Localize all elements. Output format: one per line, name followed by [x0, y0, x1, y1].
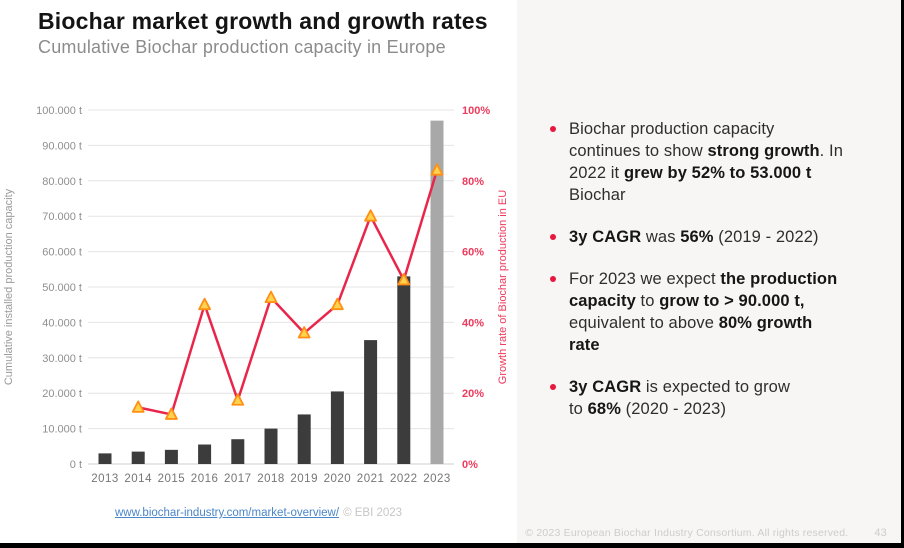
right-axis-tick: 80%: [462, 176, 484, 188]
x-axis-label-2016: 2016: [191, 473, 219, 485]
marker-2022: [397, 273, 411, 286]
right-axis-tick: 100%: [462, 105, 490, 117]
bar-2023: [430, 120, 444, 465]
right-axis-title: Growth rate of Biochar production in EU: [497, 190, 509, 384]
slide-footer: © 2023 European Biochar Industry Consort…: [517, 527, 901, 539]
x-axis-label-2021: 2021: [357, 473, 385, 485]
marker-2019: [297, 326, 311, 339]
right-axis-tick: 60%: [462, 247, 484, 259]
bullet-list: Biochar production capacity continues to …: [517, 0, 901, 420]
footer-copyright: © 2023 European Biochar Industry Consort…: [525, 527, 849, 539]
left-axis-title: Cumulative installed production capacity: [3, 188, 15, 385]
left-axis-tick: 90.000 t: [42, 140, 82, 152]
page-subtitle: Cumulative Biochar production capacity i…: [38, 37, 446, 58]
page-number: 43: [874, 527, 887, 539]
marker-2018: [264, 290, 278, 304]
x-axis-label-2022: 2022: [390, 473, 418, 485]
marker-2015: [164, 407, 178, 420]
left-axis-tick: 100.000 t: [36, 105, 82, 117]
left-axis-tick: 0 t: [70, 459, 82, 471]
left-axis-tick: 20.000 t: [42, 388, 82, 400]
bar-2017: [231, 439, 245, 464]
x-axis-label-2015: 2015: [158, 473, 186, 485]
left-axis-tick: 70.000 t: [42, 211, 82, 223]
left-axis-tick: 40.000 t: [42, 317, 82, 329]
bar-2014: [131, 451, 145, 464]
bar-2021: [364, 340, 378, 464]
left-axis-tick: 80.000 t: [42, 176, 82, 188]
left-axis-tick: 60.000 t: [42, 247, 82, 259]
marker-2016: [198, 297, 212, 311]
bar-2019: [297, 414, 311, 464]
page-title: Biochar market growth and growth rates: [38, 8, 488, 34]
growth-rate-line: [137, 169, 439, 416]
bullet-dot: [550, 126, 556, 132]
right-axis-tick: 0%: [462, 459, 478, 471]
left-axis-tick: 10.000 t: [42, 424, 82, 436]
x-axis-label-2013: 2013: [91, 473, 119, 485]
source-link[interactable]: www.biochar-industry.com/market-overview…: [114, 507, 340, 519]
x-axis-label-2020: 2020: [324, 473, 352, 485]
left-axis-tick: 50.000 t: [42, 282, 82, 294]
bar-2018: [264, 428, 278, 464]
bullet-item-1: Biochar production capacity continues to …: [550, 118, 891, 206]
bar-2020: [330, 391, 344, 464]
bar-2016: [198, 444, 212, 464]
marker-2020: [330, 297, 344, 311]
slide-header: Biochar market growth and growth rates C…: [38, 8, 598, 58]
x-axis-label-2017: 2017: [224, 473, 252, 485]
bullet-item-2: 3y CAGR was 56% (2019 - 2022): [550, 226, 891, 248]
right-axis-tick: 40%: [462, 317, 484, 329]
marker-2014: [131, 400, 145, 413]
right-axis-tick: 20%: [462, 388, 484, 400]
x-axis-label-2018: 2018: [257, 473, 285, 485]
x-axis-label-2023: 2023: [423, 473, 451, 485]
bar-2022: [397, 276, 411, 464]
bullet-item-3: For 2023 we expect the production capacit…: [550, 268, 891, 356]
bullet-dot: [550, 276, 556, 282]
bullet-item-4: 3y CAGR is expected to grow to 68% (2020 …: [550, 376, 891, 420]
chart-copyright: © EBI 2023: [343, 507, 403, 519]
chart-source: www.biochar-industry.com/market-overview…: [0, 507, 517, 519]
bar-2013: [98, 453, 112, 464]
marker-2023: [430, 163, 444, 176]
capacity-growth-chart: 0 t 10.000 t 20.000 t 30.000 t 40.000 t 50.00…: [3, 105, 509, 485]
marker-2021: [364, 209, 378, 222]
x-axis-label-2014: 2014: [124, 473, 152, 485]
x-axis-label-2019: 2019: [290, 473, 318, 485]
marker-2017: [231, 393, 245, 406]
bar-2015: [164, 449, 178, 464]
bullet-dot: [550, 384, 556, 390]
left-axis-tick: 30.000 t: [42, 353, 82, 365]
insights-panel: Biochar production capacity continues to …: [517, 0, 901, 543]
bullet-dot: [550, 234, 556, 240]
